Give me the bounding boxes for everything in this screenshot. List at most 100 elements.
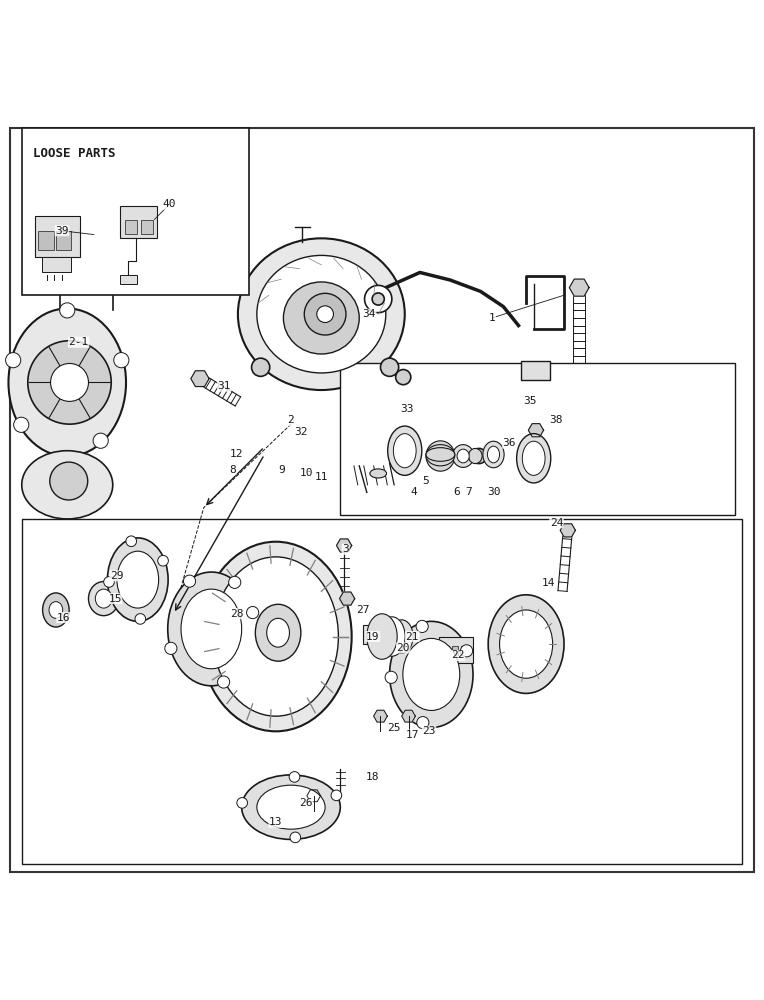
Bar [56, 231, 71, 250]
Ellipse shape [89, 582, 119, 616]
Ellipse shape [241, 775, 340, 839]
Circle shape [416, 717, 429, 729]
Ellipse shape [238, 238, 405, 390]
Circle shape [289, 772, 299, 782]
Polygon shape [339, 592, 354, 605]
Ellipse shape [108, 538, 168, 621]
Ellipse shape [500, 610, 552, 678]
Ellipse shape [390, 621, 473, 728]
Bar [521, 361, 549, 380]
Ellipse shape [8, 308, 126, 456]
Text: 35: 35 [523, 396, 536, 406]
Circle shape [290, 832, 300, 843]
Bar [21, 519, 743, 864]
Ellipse shape [488, 595, 564, 693]
Bar [34, 216, 80, 257]
Text: 25: 25 [387, 723, 400, 733]
Text: 39: 39 [55, 226, 69, 236]
Text: 13: 13 [269, 817, 283, 827]
Bar [363, 625, 377, 644]
Circle shape [218, 676, 230, 688]
Text: 7: 7 [465, 487, 472, 497]
Text: 28: 28 [230, 609, 243, 619]
Ellipse shape [483, 441, 504, 468]
Text: 6: 6 [453, 487, 460, 497]
Polygon shape [529, 424, 543, 437]
Circle shape [461, 645, 473, 657]
Ellipse shape [403, 638, 460, 710]
Text: 4: 4 [410, 487, 417, 497]
Bar [38, 231, 53, 250]
Circle shape [135, 614, 146, 624]
Circle shape [157, 555, 168, 566]
Ellipse shape [168, 572, 255, 686]
Ellipse shape [117, 551, 159, 608]
Circle shape [247, 607, 259, 619]
Ellipse shape [255, 604, 301, 661]
Circle shape [60, 303, 75, 318]
Ellipse shape [200, 542, 351, 731]
Text: 11: 11 [315, 472, 328, 482]
Text: 17: 17 [406, 730, 419, 740]
Text: 36: 36 [503, 438, 516, 448]
Circle shape [28, 341, 112, 424]
Ellipse shape [257, 255, 386, 373]
Text: 24: 24 [549, 518, 563, 528]
Circle shape [379, 643, 388, 652]
Polygon shape [336, 539, 351, 552]
Circle shape [471, 448, 487, 464]
Circle shape [251, 358, 270, 376]
Ellipse shape [49, 602, 63, 618]
Text: 2-1: 2-1 [69, 337, 89, 347]
Text: 33: 33 [400, 404, 414, 414]
Ellipse shape [267, 618, 290, 647]
Text: 3: 3 [342, 544, 349, 554]
Bar [21, 128, 249, 295]
Text: 40: 40 [163, 199, 176, 209]
Text: 21: 21 [406, 632, 419, 642]
Text: 31: 31 [218, 381, 231, 391]
Text: LOOSE PARTS: LOOSE PARTS [33, 147, 115, 160]
Circle shape [126, 536, 137, 547]
Circle shape [5, 353, 21, 368]
Text: 15: 15 [108, 594, 121, 604]
Text: 18: 18 [366, 772, 380, 782]
Text: 38: 38 [549, 415, 563, 425]
Ellipse shape [181, 589, 241, 669]
Ellipse shape [387, 426, 422, 475]
Text: 14: 14 [542, 578, 555, 588]
Circle shape [364, 285, 392, 313]
Bar [439, 637, 473, 663]
Ellipse shape [426, 441, 455, 471]
Text: 10: 10 [299, 468, 313, 478]
Ellipse shape [426, 445, 455, 466]
Bar [461, 646, 467, 655]
Polygon shape [402, 710, 416, 722]
Ellipse shape [426, 448, 455, 461]
Text: 22: 22 [451, 650, 465, 660]
Text: 5: 5 [422, 476, 429, 486]
Circle shape [50, 363, 89, 401]
Bar [393, 630, 409, 644]
Text: 32: 32 [294, 427, 308, 437]
Polygon shape [191, 371, 209, 387]
Circle shape [14, 417, 29, 432]
Bar [125, 220, 137, 234]
Bar [141, 220, 153, 234]
Text: 30: 30 [487, 487, 501, 497]
Ellipse shape [367, 614, 397, 659]
Circle shape [385, 671, 397, 683]
Ellipse shape [393, 434, 416, 468]
Ellipse shape [43, 593, 69, 627]
Ellipse shape [283, 282, 359, 354]
Circle shape [93, 433, 108, 448]
Circle shape [104, 577, 115, 587]
Ellipse shape [457, 449, 469, 463]
Ellipse shape [257, 785, 325, 829]
Circle shape [331, 790, 342, 801]
Text: 8: 8 [229, 465, 236, 475]
Polygon shape [374, 710, 387, 722]
Polygon shape [560, 524, 575, 537]
Circle shape [183, 575, 196, 587]
Text: 27: 27 [356, 605, 370, 615]
